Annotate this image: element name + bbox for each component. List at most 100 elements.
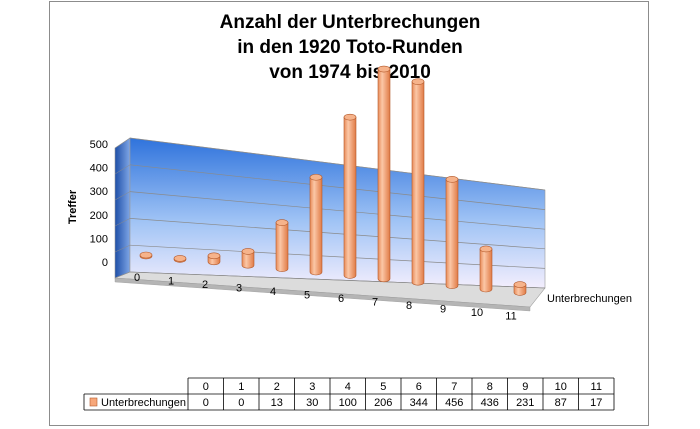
side-wall: [114, 137, 131, 279]
y-tick-label: 400: [90, 163, 108, 175]
table-header-cell: 8: [487, 381, 493, 393]
bar-top: [173, 255, 187, 262]
bar-top: [309, 173, 323, 181]
bar: [275, 219, 289, 272]
bar-body: [241, 251, 255, 269]
gridline-side: [114, 164, 131, 175]
bar-body: [445, 179, 459, 289]
table-header-cell: 10: [555, 381, 567, 393]
legend-key: [89, 397, 98, 407]
y-tick-label: 100: [90, 233, 108, 245]
x-category-label: 4: [270, 286, 276, 298]
bar: [139, 251, 153, 260]
table-value-cell: 0: [203, 397, 209, 409]
y-axis-ticks: 0 100 200 300 400 500: [90, 139, 108, 269]
bar-body: [377, 68, 391, 283]
gridline: [129, 244, 546, 269]
gridline: [129, 137, 546, 191]
gridline: [129, 271, 546, 289]
table-header-cell: 3: [309, 381, 315, 393]
bar: [377, 65, 391, 283]
bar-body: [411, 81, 425, 286]
gridline-side: [114, 271, 131, 279]
table-header-cell: 0: [203, 381, 209, 393]
table-header-cell: 9: [522, 381, 528, 393]
x-category-label: 10: [471, 307, 483, 319]
floor-front-edge: [114, 277, 531, 312]
chart-title-line-3: von 1974 bis 2010: [269, 62, 431, 83]
bar-top: [275, 219, 289, 226]
bar-top: [139, 251, 153, 259]
x-axis-label: Unterbrechungen: [547, 293, 632, 305]
y-tick-label: 300: [90, 186, 108, 198]
bar: [207, 252, 221, 266]
bar: [513, 281, 527, 296]
table-value-cell: 456: [445, 397, 463, 409]
bar: [343, 113, 357, 279]
table-value-cell: 0: [238, 397, 244, 409]
chart-title-line-1: Anzahl der Unterbrechungen: [219, 12, 481, 33]
gridline-side: [114, 244, 131, 253]
table-value-cell: 100: [339, 397, 357, 409]
bar-top: [513, 281, 527, 288]
bar: [411, 78, 425, 286]
bar-body: [309, 176, 323, 276]
bar-top: [241, 248, 255, 255]
table-value-cell: 17: [590, 397, 602, 409]
x-category-label: 7: [372, 297, 378, 309]
gridline: [129, 218, 546, 250]
x-category-label: 0: [134, 272, 140, 284]
bar-top: [411, 78, 425, 85]
x-category-label: 8: [406, 300, 412, 312]
table-value-cell: 436: [481, 397, 499, 409]
y-tick-label: 500: [90, 139, 108, 151]
x-category-label: 9: [440, 304, 446, 316]
table-header-cell: 5: [380, 381, 386, 393]
gridline: [129, 164, 546, 210]
bar-body: [343, 116, 357, 279]
x-category-label: 2: [202, 279, 208, 291]
table-header-cell: 11: [591, 381, 602, 393]
bar: [309, 173, 323, 276]
bar-series: [139, 65, 527, 296]
table-header-cell: 1: [238, 381, 244, 393]
bar-top: [445, 176, 459, 183]
bar: [173, 255, 187, 263]
table-value-cell: 344: [410, 397, 428, 409]
y-axis-label: Treffer: [67, 189, 79, 224]
table-header-cell: 6: [416, 381, 422, 393]
table-value-cell: 231: [516, 397, 534, 409]
bar: [445, 176, 459, 289]
data-table: 0010213330410052066344745684369231108711…: [83, 377, 615, 411]
bar-body: [479, 248, 493, 293]
legend-label: Unterbrechungen: [101, 397, 186, 409]
bar: [479, 245, 493, 293]
chart-title: Anzahl der Unterbrechungen in den 1920 T…: [0, 10, 700, 85]
y-tick-label: 0: [102, 257, 108, 269]
x-category-label: 3: [236, 283, 242, 295]
table-value-cell: 87: [555, 397, 567, 409]
bar-top: [207, 252, 221, 260]
table-header-cell: 2: [274, 381, 280, 393]
table-value-cell: 206: [374, 397, 392, 409]
x-category-label: 5: [304, 290, 310, 302]
x-category-label: 6: [338, 293, 344, 305]
x-category-label: 1: [168, 276, 174, 288]
bar: [241, 248, 255, 269]
bar-top: [377, 65, 391, 73]
x-axis-categories: 0 1 2 3 4 5 6 7 8 9 10 11: [134, 272, 517, 323]
bar-top: [479, 245, 493, 253]
bar-top: [343, 113, 357, 121]
gridlines: [114, 137, 546, 289]
table-header-cell: 4: [345, 381, 351, 393]
gridline-side: [114, 218, 131, 227]
chart-title-line-2: in den 1920 Toto-Runden: [237, 37, 463, 58]
bar-body: [275, 222, 289, 272]
table-value-cell: 30: [306, 397, 318, 409]
table-header-cell: 7: [451, 381, 457, 393]
x-category-label: 11: [505, 311, 516, 323]
gridline: [129, 191, 546, 230]
gridline-side: [114, 191, 131, 201]
y-tick-label: 200: [90, 210, 108, 222]
table-value-cell: 13: [271, 397, 283, 409]
